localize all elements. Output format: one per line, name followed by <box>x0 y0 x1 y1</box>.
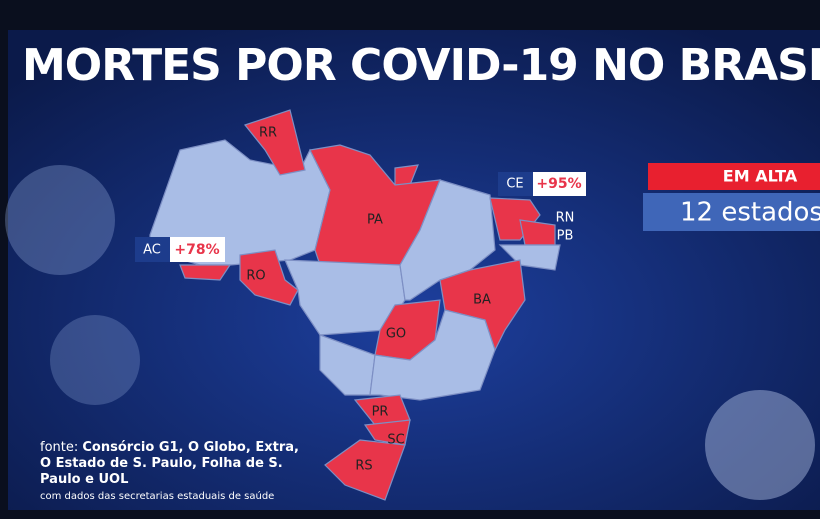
state-label: RO <box>246 269 265 284</box>
source-note: com dados das secretarias estaduais de s… <box>40 491 275 502</box>
virus-decoration <box>50 315 140 405</box>
state <box>319 334 376 396</box>
state-label: RN <box>556 211 575 226</box>
panel-heading: EM ALTA <box>723 167 798 186</box>
callout-state: CE <box>506 177 523 192</box>
panel-count: 12 estados <box>680 198 820 228</box>
state-label: PR <box>372 405 389 420</box>
title: MORTES POR COVID-19 NO BRASIL <box>22 40 820 91</box>
brazil-map <box>149 109 561 501</box>
state-label: GO <box>386 327 406 342</box>
callout-box <box>135 237 170 262</box>
state <box>239 249 299 306</box>
callout-box <box>498 172 533 196</box>
state <box>324 439 406 501</box>
source: fonte: Consórcio G1, O Globo, Extra, O E… <box>40 440 310 503</box>
callout-box <box>170 237 225 262</box>
state-label: SC <box>387 433 404 448</box>
state <box>369 309 496 401</box>
virus-decoration <box>705 390 815 500</box>
state <box>399 179 496 301</box>
state-label: PB <box>557 229 574 244</box>
state-label: PA <box>367 213 383 228</box>
state <box>498 244 561 271</box>
state-label: RS <box>355 459 372 474</box>
callout-state: AC <box>143 243 161 258</box>
state-label: RR <box>259 126 277 141</box>
state-label: BA <box>473 293 491 308</box>
state <box>519 219 556 246</box>
source-text: Consórcio G1, O Globo, Extra, O Estado d… <box>40 440 299 487</box>
virus-decoration <box>5 165 115 275</box>
callout-box <box>533 172 586 196</box>
panel-heading-box <box>648 163 820 190</box>
state <box>179 264 232 281</box>
panel-count-box <box>643 193 820 231</box>
source-prefix: fonte: <box>40 440 79 455</box>
callout-change: +95% <box>536 176 581 192</box>
state <box>243 109 306 176</box>
callout-change: +78% <box>174 242 219 258</box>
